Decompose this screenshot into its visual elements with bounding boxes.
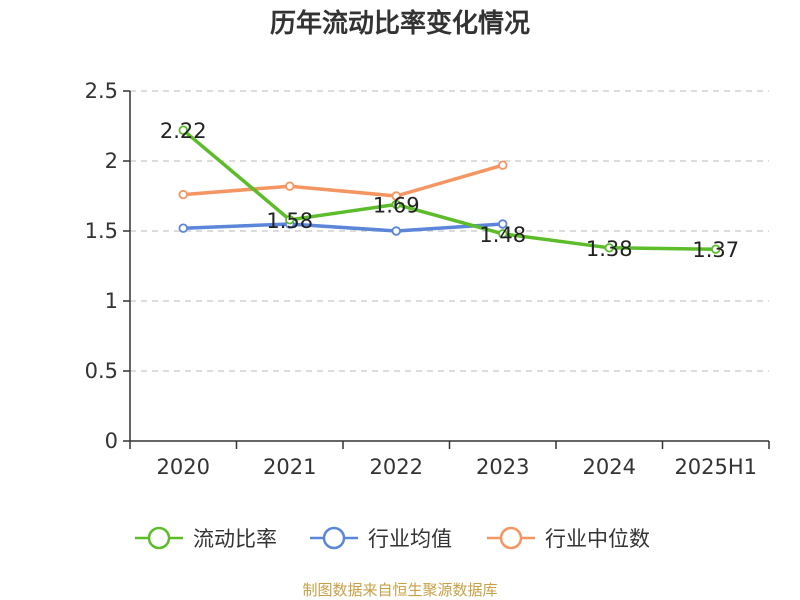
series-line	[182, 128, 716, 251]
x-tick-label: 2025H1	[674, 455, 757, 479]
x-tick-label: 2021	[263, 455, 316, 479]
chart-title: 历年流动比率变化情况	[270, 8, 530, 39]
x-tick-label: 2023	[476, 455, 529, 479]
data-label: 1.48	[479, 223, 526, 247]
data-point	[391, 226, 401, 236]
data-point	[498, 229, 508, 239]
legend-label: 行业中位数	[545, 527, 650, 551]
x-tick-label: 2024	[583, 455, 636, 479]
legend-label: 流动比率	[193, 527, 277, 551]
series-2	[178, 160, 508, 201]
legend-marker	[499, 526, 523, 550]
data-label: 1.37	[692, 238, 739, 262]
legend-item[interactable]: 行业均值	[310, 526, 452, 551]
series-line	[183, 163, 504, 198]
data-label: 1.69	[373, 193, 420, 217]
y-tick-label: 0.5	[85, 359, 118, 383]
y-tick-label: 2.5	[85, 79, 118, 103]
data-labels: 2.22 1.58 1.69 1.48 1.38 1.37	[160, 119, 739, 262]
data-point	[178, 189, 188, 200]
legend-item[interactable]: 流动比率	[135, 526, 277, 551]
data-point	[604, 243, 614, 253]
axes: 0 0.5 1 1.5 2 2.5 2020 2021 2022 2023 2024 2025H1	[85, 79, 770, 479]
y-tick-label: 0	[105, 429, 118, 453]
gridlines	[130, 90, 769, 372]
legend-marker	[147, 526, 171, 550]
legend-item[interactable]: 行业中位数	[487, 526, 650, 551]
x-tick-label: 2022	[370, 455, 423, 479]
legend-label: 行业均值	[368, 527, 452, 551]
series-line	[183, 222, 503, 233]
series-0	[178, 125, 721, 254]
y-tick-label: 1.5	[85, 219, 118, 243]
data-point	[285, 181, 295, 191]
data-point	[498, 160, 508, 170]
data-point	[498, 219, 508, 229]
data-point	[711, 244, 721, 254]
x-tick-label: 2020	[157, 455, 210, 479]
data-label: 1.38	[586, 237, 633, 261]
data-point	[178, 223, 188, 233]
data-label: 2.22	[160, 119, 207, 143]
legend-marker	[322, 526, 346, 550]
data-point	[178, 125, 188, 135]
data-label: 1.58	[266, 209, 313, 233]
series-1	[178, 219, 508, 236]
y-tick-label: 1	[105, 289, 118, 313]
source-note: 制图数据来自恒生聚源数据库	[302, 581, 497, 599]
data-point	[285, 215, 295, 225]
y-tick-label: 2	[105, 149, 118, 173]
legend[interactable]: 流动比率 行业均值 行业中位数	[135, 526, 650, 551]
series-lines	[178, 125, 721, 254]
data-point	[391, 199, 401, 210]
